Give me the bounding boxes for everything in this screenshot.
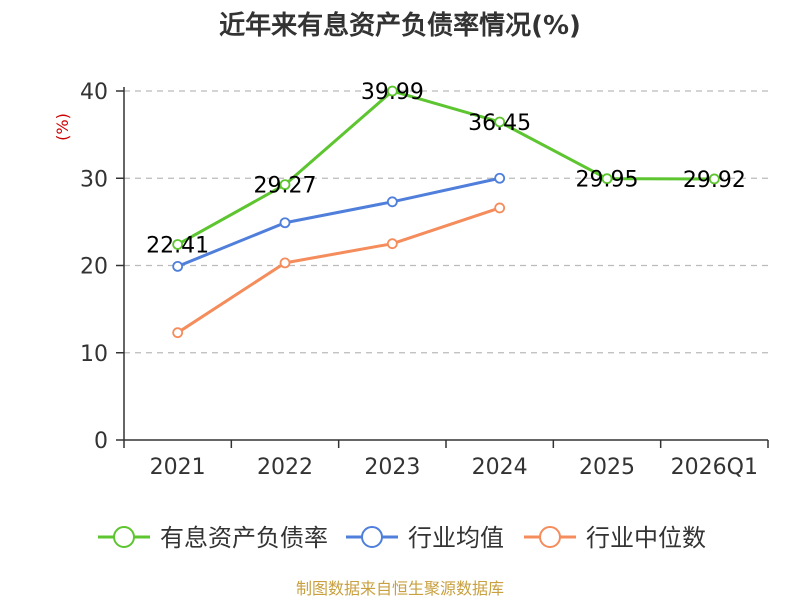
data-point	[386, 238, 398, 250]
data-point	[172, 239, 184, 250]
data-label: 36.45	[468, 111, 531, 136]
x-tick-label: 2023	[364, 455, 420, 480]
legend-label: 行业均值	[408, 524, 504, 552]
data-label: 29.95	[576, 168, 639, 193]
x-tick-label: 2025	[579, 455, 635, 480]
legend-label: 有息资产负债率	[160, 524, 328, 552]
y-tick-label: 40	[80, 80, 108, 105]
data-point	[601, 173, 613, 185]
series-group	[172, 85, 720, 339]
data-point	[494, 202, 506, 214]
x-tick-label: 2022	[257, 455, 313, 480]
data-point	[279, 257, 291, 269]
data-point	[494, 172, 506, 184]
data-labels: 22.41 29.27 39.99 36.45 29.95 29.92	[146, 80, 746, 258]
series-line-2	[176, 206, 501, 334]
data-point	[386, 196, 398, 208]
y-tick-label: 10	[80, 342, 108, 367]
data-point	[386, 85, 398, 97]
y-tick-label: 0	[94, 429, 108, 454]
y-axis-unit: (%)	[53, 113, 72, 141]
legend-swatch-marker	[361, 526, 383, 548]
legend: 有息资产负债率 行业均值 行业中位数	[98, 524, 706, 552]
data-label: 39.99	[361, 80, 424, 105]
legend-label: 行业中位数	[586, 524, 706, 552]
legend-swatch-marker	[113, 526, 135, 548]
data-label: 22.41	[146, 233, 209, 258]
axes: 0 10 20 30 40 2021 2022 2023 2024 2025 2026Q1	[80, 80, 769, 480]
data-point	[172, 327, 184, 339]
data-point	[172, 260, 184, 272]
legend-swatch-marker	[539, 526, 561, 548]
y-tick-label: 30	[80, 167, 108, 192]
data-point	[279, 179, 291, 191]
data-label: 29.27	[254, 174, 317, 199]
data-point	[708, 173, 720, 185]
source-note: 制图数据来自恒生聚源数据库	[296, 579, 504, 598]
data-point	[494, 116, 506, 128]
chart-title: 近年来有息资产负债率情况(%)	[219, 10, 581, 41]
data-label: 29.92	[683, 168, 746, 193]
x-tick-label: 2021	[150, 455, 206, 480]
series-line-1	[177, 176, 500, 268]
y-tick-label: 20	[80, 255, 108, 280]
data-point	[279, 217, 291, 229]
grid-lines	[124, 90, 768, 354]
x-tick-label: 2024	[472, 455, 528, 480]
x-tick-label: 2026Q1	[671, 455, 758, 480]
series-line-0	[176, 89, 715, 246]
